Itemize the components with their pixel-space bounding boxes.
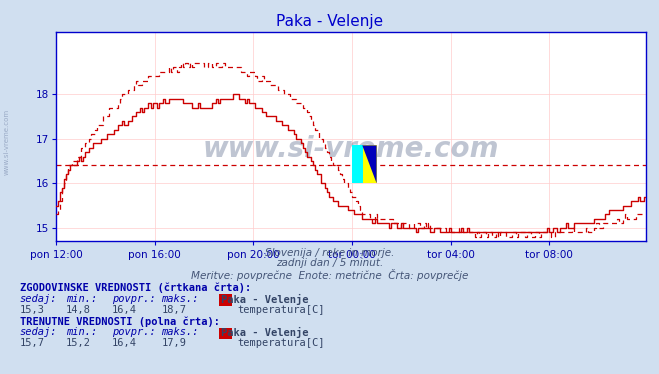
Text: 16,4: 16,4 [112,338,137,349]
Text: 14,8: 14,8 [66,305,91,315]
Bar [352,145,363,183]
Text: Paka - Velenje: Paka - Velenje [221,294,308,304]
Text: Paka - Velenje: Paka - Velenje [221,327,308,338]
Text: ZGODOVINSKE VREDNOSTI (črtkana črta):: ZGODOVINSKE VREDNOSTI (črtkana črta): [20,282,251,293]
Text: sedaj:: sedaj: [20,327,57,337]
Text: 17,9: 17,9 [161,338,186,349]
Text: www.si-vreme.com: www.si-vreme.com [3,109,10,175]
Text: 16,4: 16,4 [112,305,137,315]
Text: min.:: min.: [66,294,97,304]
Text: 18,7: 18,7 [161,305,186,315]
Text: sedaj:: sedaj: [20,294,57,304]
Text: maks.:: maks.: [161,294,199,304]
Text: 15,2: 15,2 [66,338,91,349]
Text: Paka - Velenje: Paka - Velenje [276,14,383,29]
Text: www.si-vreme.com: www.si-vreme.com [203,135,499,163]
Text: min.:: min.: [66,327,97,337]
Text: zadnji dan / 5 minut.: zadnji dan / 5 minut. [276,258,383,268]
Bar [352,145,376,183]
Text: Slovenija / reke in morje.: Slovenija / reke in morje. [265,248,394,258]
Text: TRENUTNE VREDNOSTI (polna črta):: TRENUTNE VREDNOSTI (polna črta): [20,316,219,327]
Text: temperatura[C]: temperatura[C] [237,338,325,349]
Text: 15,7: 15,7 [20,338,45,349]
Text: Meritve: povprečne  Enote: metrične  Črta: povprečje: Meritve: povprečne Enote: metrične Črta:… [191,269,468,280]
Text: 15,3: 15,3 [20,305,45,315]
Text: maks.:: maks.: [161,327,199,337]
Polygon shape [362,145,376,183]
Text: povpr.:: povpr.: [112,327,156,337]
Text: povpr.:: povpr.: [112,294,156,304]
Text: temperatura[C]: temperatura[C] [237,305,325,315]
